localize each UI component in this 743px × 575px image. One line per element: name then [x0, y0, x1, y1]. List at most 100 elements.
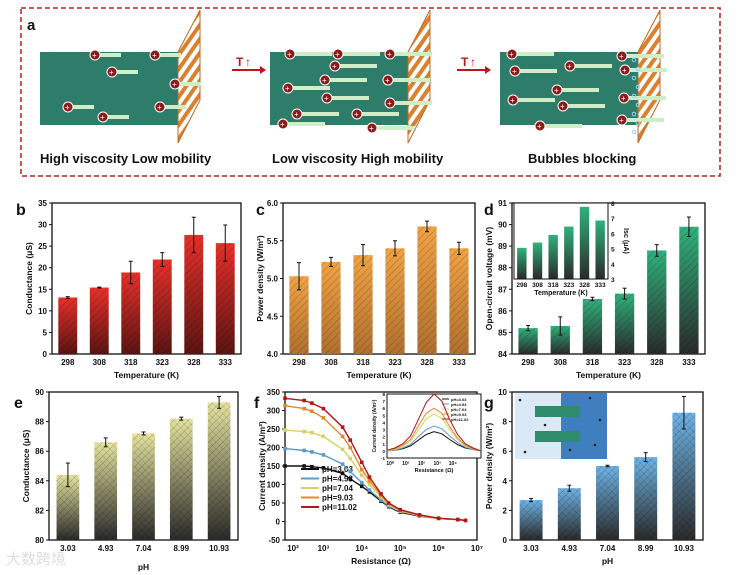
arrow-label-2: T	[461, 55, 469, 69]
data-point	[310, 464, 314, 469]
ion-dot	[598, 418, 602, 422]
ion-motion-arrow	[159, 53, 181, 57]
x-axis-title: Temperature (K)	[576, 370, 641, 380]
data-point	[302, 406, 306, 411]
data-point	[360, 480, 364, 485]
plus-sign-icon: +	[294, 110, 299, 119]
plus-sign-icon: +	[510, 96, 515, 105]
plus-sign-icon: +	[567, 62, 572, 71]
inset-x-axis-title: Resistance (Ω)	[415, 468, 454, 474]
ion-motion-arrow	[394, 101, 432, 105]
inset-series-line	[386, 413, 482, 452]
plus-sign-icon: +	[622, 66, 627, 75]
cation-icon	[351, 108, 363, 120]
plus-sign-icon: +	[354, 110, 359, 119]
inset-bar	[595, 220, 605, 279]
inset-y-axis-title: Current density (A/m²)	[372, 399, 378, 452]
legend-label: pH=7.04	[322, 484, 353, 493]
inset-x-tick-label: 10⁰	[386, 461, 394, 467]
panel-label-f: f	[254, 395, 260, 412]
panel-g-y-tick-label: 2	[503, 506, 508, 515]
cation-icon	[282, 82, 294, 94]
inset-y-tick-label: 4	[611, 262, 615, 269]
inset-legend-label: pH=3.03	[451, 397, 467, 402]
panel-label-a: a	[27, 17, 36, 34]
bubble-icon	[631, 57, 637, 63]
ion-dot	[593, 443, 597, 447]
panel-d-y-tick-label: 88	[498, 264, 507, 273]
inset-bar	[579, 206, 590, 279]
ion-motion-arrow	[517, 98, 555, 102]
up-arrow-icon: ↑	[245, 55, 251, 69]
bubble-icon	[631, 129, 637, 135]
panel-label-d: d	[484, 202, 494, 219]
panel-d-y-tick-label: 90	[498, 221, 507, 230]
inset-y-tick-label: 7	[611, 216, 615, 223]
y-axis-title: Conductance (μS)	[24, 242, 34, 315]
cation-icon	[329, 60, 341, 72]
inset-bulk-region	[515, 393, 561, 459]
caption-1: High viscosity Low mobility	[40, 151, 212, 166]
inset-legend-label: pH=9.03	[451, 412, 467, 417]
up-arrow-icon: ↑	[470, 55, 476, 69]
plus-sign-icon: +	[387, 50, 392, 59]
panel-label-g: g	[484, 395, 494, 412]
cation-icon	[507, 94, 519, 106]
bar-hatch	[321, 261, 341, 354]
bar-hatch	[557, 488, 581, 540]
ion-motion-arrow	[331, 96, 369, 100]
inset-y-tick-label: 1	[382, 442, 385, 447]
data-point	[340, 434, 345, 439]
plus-sign-icon: +	[287, 50, 292, 59]
x-axis-title: Resistance (Ω)	[351, 556, 411, 566]
plus-sign-icon: +	[621, 94, 626, 103]
chart-panel-c: c 4.0 4.5 5.0 5.5 6.0 Temperature (K) Power den…	[255, 199, 476, 380]
ion-motion-arrow	[626, 54, 664, 58]
cell-3: +++++++++++	[500, 9, 667, 144]
panel-e-y-tick-label: 90	[35, 388, 44, 397]
panel-e-y-tick-label: 88	[35, 418, 44, 427]
ion-motion-arrow	[292, 86, 330, 90]
chart-panel-e: e 80 82 84 86 88 90 pH Conductance (μS) 3.03 4.93 7…	[14, 388, 239, 572]
panel-g-y-tick-label: 6	[503, 447, 508, 456]
inset-x-tick-label: 328	[579, 282, 590, 289]
cation-icon	[618, 92, 630, 104]
inset-legend-label: pH=7.04	[451, 407, 467, 412]
bar-hatch	[518, 328, 538, 354]
data-point	[386, 501, 391, 505]
inset-y-tick-label: 0	[382, 449, 385, 454]
plus-sign-icon: +	[285, 84, 290, 93]
cation-icon	[319, 74, 331, 86]
inset-x-tick-label: 298	[516, 282, 527, 289]
panel-c-y-tick-label: 4.5	[267, 312, 279, 321]
cation-icon	[284, 48, 296, 60]
membrane	[177, 9, 201, 144]
bar-hatch	[89, 287, 109, 354]
x-tick-label: 333	[219, 358, 233, 367]
ion-motion-arrow	[392, 78, 430, 82]
cation-icon	[384, 97, 396, 109]
temperature-arrow-2: T ↑	[457, 55, 491, 74]
x-tick-label: 308	[324, 358, 338, 367]
inset-y-tick-label: 2	[382, 435, 385, 440]
cation-icon	[291, 108, 303, 120]
membrane	[637, 9, 661, 144]
cation-icon	[332, 48, 344, 60]
bar-hatch	[550, 325, 570, 354]
inset-legend-label: pH=11.02	[451, 417, 469, 422]
inset-y-tick-label: 5	[611, 247, 615, 254]
panel-f-y-tick-label: 350	[267, 388, 281, 397]
data-point	[379, 495, 383, 500]
x-axis-title: pH	[138, 562, 149, 572]
bar-hatch	[169, 418, 193, 540]
data-point	[360, 467, 364, 472]
inset-y-tick-label: 4	[382, 420, 385, 425]
plus-sign-icon: +	[100, 113, 105, 122]
caption-2: Low viscosity High mobility	[272, 151, 444, 166]
data-point	[360, 460, 364, 465]
data-point	[463, 518, 468, 523]
data-point	[367, 482, 372, 487]
ion-motion-arrow	[361, 112, 399, 116]
panel-d-y-tick-label: 85	[498, 328, 507, 337]
